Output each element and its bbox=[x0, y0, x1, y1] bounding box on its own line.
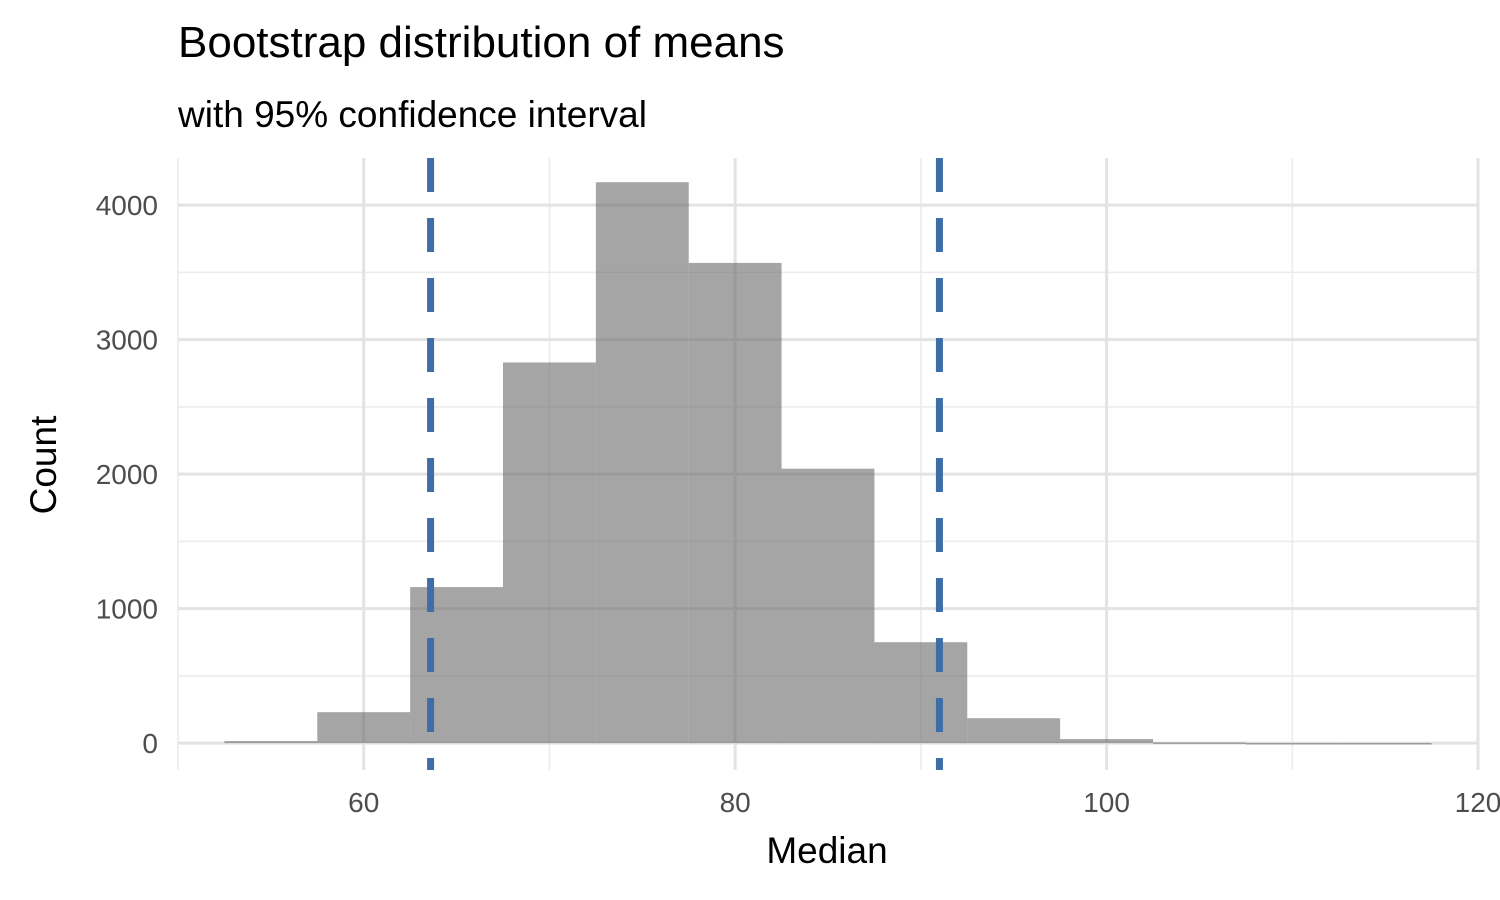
histogram-bar bbox=[967, 718, 1061, 744]
y-tick-label: 0 bbox=[142, 728, 158, 759]
chart-subtitle: with 95% confidence interval bbox=[178, 94, 647, 135]
x-tick-label: 100 bbox=[1083, 787, 1130, 818]
histogram-bar bbox=[1060, 739, 1153, 744]
histogram-bar bbox=[1153, 742, 1246, 744]
x-tick-label: 80 bbox=[720, 787, 751, 818]
histogram-bar bbox=[317, 712, 411, 744]
y-tick-label: 4000 bbox=[96, 190, 158, 221]
histogram-bar bbox=[410, 587, 503, 744]
histogram-bar bbox=[781, 468, 875, 744]
histogram-bar bbox=[503, 362, 596, 744]
histogram-bar bbox=[874, 642, 968, 744]
chart-title: Bootstrap distribution of means bbox=[178, 18, 785, 67]
y-tick-label: 3000 bbox=[96, 325, 158, 356]
y-tick-label: 1000 bbox=[96, 594, 158, 625]
histogram-bar bbox=[224, 741, 318, 744]
histogram-bar bbox=[595, 182, 689, 744]
histogram-bar bbox=[1245, 742, 1339, 745]
y-tick-label: 2000 bbox=[96, 459, 158, 490]
histogram-bar bbox=[688, 262, 782, 744]
x-axis-label: Median bbox=[766, 830, 888, 871]
x-tick-label: 120 bbox=[1455, 787, 1500, 818]
histogram-bar bbox=[1338, 742, 1432, 745]
x-tick-label: 60 bbox=[348, 787, 379, 818]
